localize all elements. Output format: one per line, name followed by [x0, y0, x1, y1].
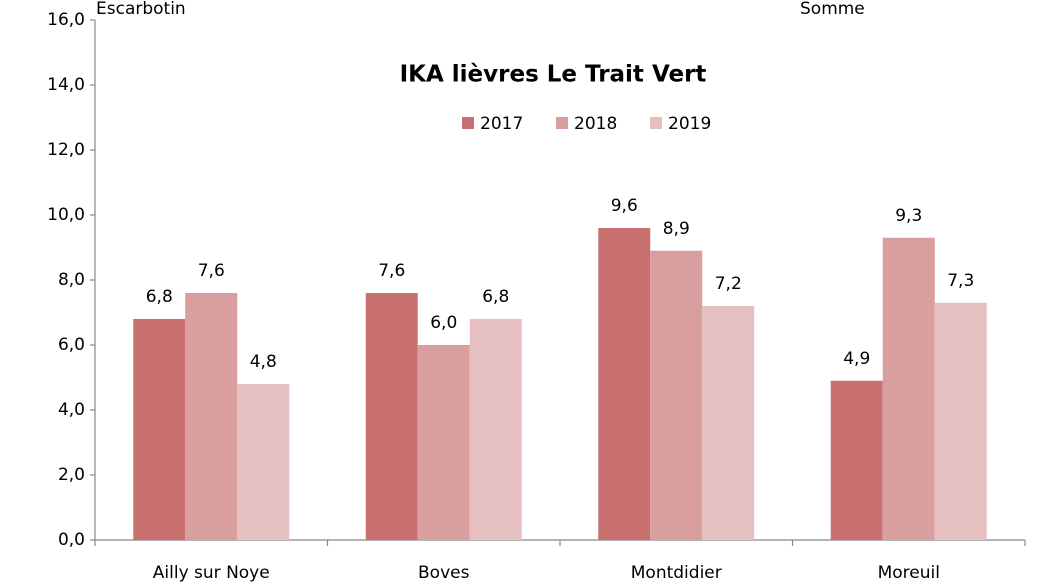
y-tick-label: 8,0	[58, 270, 85, 290]
legend-swatch	[462, 117, 474, 129]
bar	[650, 250, 703, 540]
y-tick-label: 16,0	[47, 10, 85, 30]
y-tick-label: 10,0	[47, 205, 85, 225]
bar	[598, 228, 651, 540]
y-tick-label: 0,0	[58, 530, 85, 550]
chart-title: IKA lièvres Le Trait Vert	[400, 62, 707, 88]
bar	[882, 237, 935, 540]
value-label: 7,3	[947, 271, 974, 291]
y-tick-label: 12,0	[47, 140, 85, 160]
bar	[365, 293, 418, 540]
annotation: Somme	[800, 0, 865, 19]
bar	[185, 293, 238, 540]
value-label: 4,9	[843, 349, 870, 369]
value-label: 8,9	[663, 219, 690, 239]
x-tick-label: Moreuil	[878, 563, 940, 583]
value-label: 7,6	[378, 261, 405, 281]
y-tick-label: 4,0	[58, 400, 85, 420]
bar	[469, 319, 522, 540]
bar	[934, 302, 987, 540]
y-tick-label: 6,0	[58, 335, 85, 355]
bar	[830, 380, 883, 540]
value-label: 7,2	[715, 274, 742, 294]
value-label: 6,8	[146, 287, 173, 307]
legend-label: 2019	[668, 114, 711, 134]
y-tick-label: 14,0	[47, 75, 85, 95]
annotation: Escarbotin	[96, 0, 186, 19]
value-label: 9,6	[611, 196, 638, 216]
value-label: 7,6	[198, 261, 225, 281]
bar	[417, 345, 470, 540]
bar	[133, 319, 186, 540]
bar	[237, 384, 290, 540]
value-label: 6,0	[430, 313, 457, 333]
bar	[702, 306, 755, 540]
value-label: 6,8	[482, 287, 509, 307]
value-label: 9,3	[895, 206, 922, 226]
x-tick-label: Montdidier	[631, 563, 722, 583]
legend-label: 2018	[574, 114, 617, 134]
legend-swatch	[556, 117, 568, 129]
value-label: 4,8	[250, 352, 277, 372]
y-tick-label: 2,0	[58, 465, 85, 485]
legend-label: 2017	[480, 114, 523, 134]
legend-swatch	[650, 117, 662, 129]
x-tick-label: Boves	[418, 563, 470, 583]
x-tick-label: Ailly sur Noye	[153, 563, 270, 583]
